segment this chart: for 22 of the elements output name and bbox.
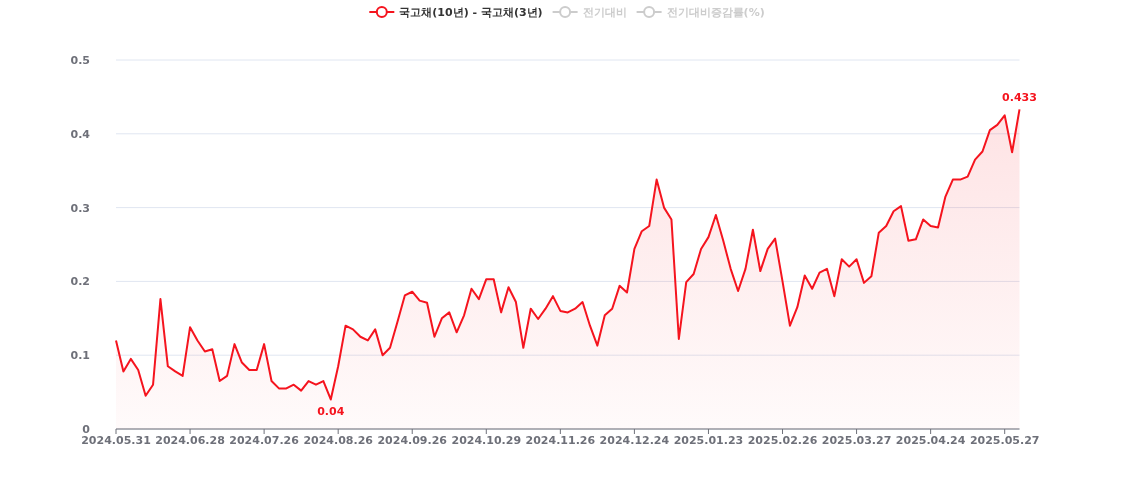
- x-tick-label: 2025.03.27: [821, 434, 892, 447]
- legend-label: 국고채(10년) - 국고채(3년): [399, 6, 543, 19]
- x-tick-label: 2024.12.24: [599, 434, 670, 447]
- x-tick-label: 2025.02.26: [747, 434, 818, 447]
- x-tick-label: 2024.08.26: [303, 434, 374, 447]
- y-tick-label: 0.2: [70, 275, 90, 289]
- y-tick-label: 0.3: [70, 201, 90, 215]
- x-tick-label: 2024.07.26: [229, 434, 300, 447]
- data-label: 0.433: [1002, 91, 1037, 105]
- y-tick-label: 0: [82, 423, 91, 436]
- x-tick-label: 2025.04.24: [895, 434, 966, 447]
- y-tick-label: 0.5: [70, 54, 90, 67]
- x-tick-label: 2024.11.26: [525, 434, 596, 447]
- data-label: 0.04: [317, 405, 345, 419]
- y-tick-label: 0.4: [70, 127, 91, 141]
- x-tick-label: 2025.01.23: [673, 434, 744, 447]
- x-tick-label: 2024.05.31: [81, 434, 151, 447]
- x-tick-label: 2024.10.29: [451, 434, 522, 447]
- x-tick-label: 2024.09.26: [377, 434, 448, 447]
- y-tick-label: 0.1: [70, 349, 90, 363]
- x-tick-label: 2024.06.28: [155, 434, 225, 447]
- x-tick-label: 2025.05.27: [969, 434, 1040, 447]
